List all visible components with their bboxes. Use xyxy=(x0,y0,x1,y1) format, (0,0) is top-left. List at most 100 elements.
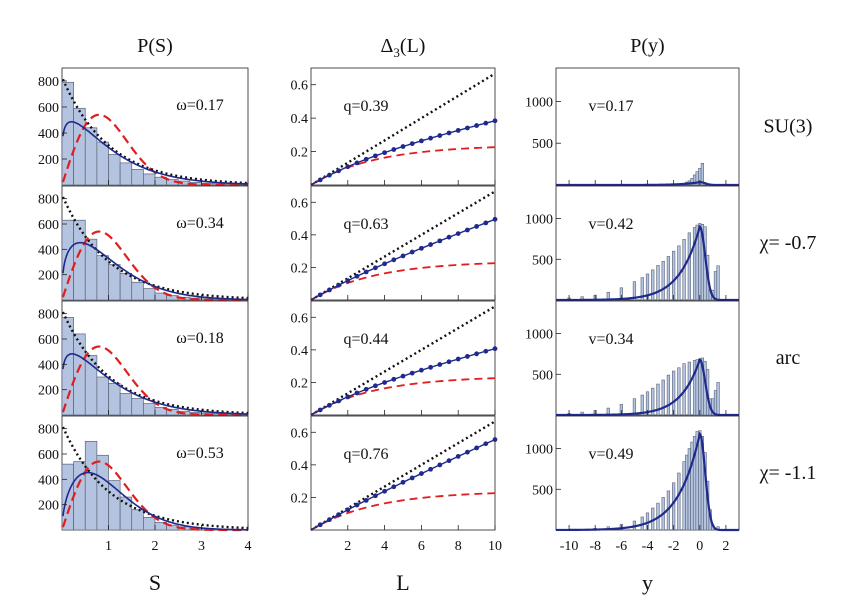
delta-data-point xyxy=(382,488,387,494)
delta-panel: 0.2 0.4 0.6 q=0.39 xyxy=(291,67,498,187)
column-title-subscript: 3 xyxy=(393,45,400,60)
py-histogram-bar xyxy=(687,361,691,416)
delta-panel: 0.2 0.4 0.6 2 4 6 8 10 q=0.76 xyxy=(291,415,502,554)
py-histogram-bar xyxy=(713,271,718,301)
delta-goe-curve xyxy=(310,262,496,301)
delta-y-tick-label: 0.4 xyxy=(291,112,309,127)
delta-data-point xyxy=(474,224,479,229)
delta-goe-curve xyxy=(310,146,496,186)
ps-histogram-bar xyxy=(131,169,144,186)
py-histogram-bar xyxy=(651,269,655,301)
py-y-tick-label: 500 xyxy=(532,368,553,383)
delta-data-point xyxy=(373,383,378,389)
ps-histogram-bar xyxy=(108,154,121,186)
delta-data-point xyxy=(483,220,489,226)
delta-data-point xyxy=(455,356,461,362)
delta-data-point xyxy=(446,359,452,365)
delta-panel: 0.2 0.4 0.6 q=0.63 xyxy=(291,185,498,302)
delta-poisson-line xyxy=(310,305,496,417)
py-fit-curve xyxy=(556,431,739,532)
ps-histogram-bar xyxy=(131,509,144,531)
delta-q-annotation: q=0.63 xyxy=(343,216,388,233)
py-y-tick-label: 1000 xyxy=(525,328,553,343)
ps-y-tick-label: 200 xyxy=(38,499,59,514)
delta-data-point xyxy=(354,273,360,279)
delta-data-point xyxy=(437,133,443,138)
delta-data-point xyxy=(419,471,424,476)
delta-x-tick-label: 6 xyxy=(418,539,425,554)
delta-data-point xyxy=(382,150,387,156)
ps-histogram-bar xyxy=(143,403,156,416)
py-histogram-bar xyxy=(672,482,676,531)
delta-poisson-line xyxy=(310,190,496,302)
py-histogram-bar xyxy=(687,448,691,531)
delta-data-point xyxy=(391,484,397,490)
py-histogram-bar xyxy=(716,265,720,301)
py-histogram-bar xyxy=(666,256,671,301)
delta-data-point xyxy=(465,227,470,233)
py-x-tick-label: -4 xyxy=(642,539,654,554)
ps-histogram-bar xyxy=(143,516,156,531)
ps-y-tick-label: 600 xyxy=(38,101,59,116)
delta-data-point xyxy=(354,160,360,166)
delta-data-point xyxy=(409,141,415,147)
delta-y-tick-label: 0.2 xyxy=(291,146,309,161)
py-histogram-bar xyxy=(661,261,665,301)
py-histogram-bar xyxy=(672,250,676,301)
ps-y-tick-label: 800 xyxy=(38,193,59,208)
delta-data-point xyxy=(437,462,443,468)
py-histogram-bar xyxy=(687,232,691,301)
delta-data-point xyxy=(437,362,443,367)
ps-x-tick-label: 4 xyxy=(245,539,252,554)
py-x-tick-label: -2 xyxy=(668,539,680,554)
py-histogram-bar xyxy=(651,387,655,416)
delta-data-point xyxy=(483,348,489,354)
ps-histogram-bar xyxy=(119,273,133,301)
delta-data-point xyxy=(455,128,461,133)
delta-data-point xyxy=(492,346,498,352)
delta-data-point xyxy=(474,445,479,451)
ps-y-tick-label: 200 xyxy=(38,269,59,284)
ps-y-tick-label: 800 xyxy=(38,75,59,90)
delta-data-point xyxy=(382,380,387,385)
delta-data-point xyxy=(409,475,415,481)
py-histogram-bar xyxy=(666,374,671,416)
delta-data-point xyxy=(492,118,498,124)
delta-y-tick-label: 0.6 xyxy=(291,196,309,211)
ps-histogram-bar xyxy=(119,162,133,186)
ps-y-tick-label: 400 xyxy=(38,243,59,258)
delta-data-point xyxy=(317,177,323,183)
ps-wigner-curve xyxy=(61,230,248,302)
delta-data-point xyxy=(317,407,323,413)
ps-fit-curve xyxy=(62,120,249,185)
ps-poisson-curve xyxy=(61,311,249,415)
py-panel: 500 1000 v=0.34 xyxy=(525,300,740,417)
column-title-tail: (L) xyxy=(400,35,426,57)
delta-data-point xyxy=(483,441,489,447)
delta-data-point xyxy=(373,493,378,499)
py-panel: 500 1000 v=0.42 xyxy=(525,185,740,302)
delta-data-point xyxy=(437,238,443,244)
ps-histogram-bar xyxy=(61,463,74,531)
py-v-annotation: v=0.17 xyxy=(588,98,633,115)
delta-data-point xyxy=(363,156,369,162)
delta-data-point xyxy=(391,257,397,263)
delta-poisson-line xyxy=(310,420,496,532)
py-histogram-bar xyxy=(661,379,665,416)
column-title-main: Δ xyxy=(381,35,394,57)
delta-data-point xyxy=(345,394,351,400)
delta-x-tick-label: 8 xyxy=(455,539,462,554)
ps-histogram-bar xyxy=(131,281,144,301)
delta-data-point xyxy=(419,245,424,251)
delta-data-point xyxy=(354,390,360,396)
x-axis-label: S xyxy=(149,570,161,595)
ps-histogram-bar xyxy=(108,382,121,416)
delta-data-point xyxy=(327,402,332,408)
py-y-tick-label: 500 xyxy=(532,137,553,152)
ps-panel: 200 400 600 800 ω=0.34 xyxy=(38,185,249,302)
delta-y-tick-label: 0.2 xyxy=(291,376,309,391)
panel-grid: 200400600800ω=0.170.20.40.6q=0.395001000… xyxy=(38,67,740,554)
delta-data-point xyxy=(345,278,351,284)
py-y-tick-label: 500 xyxy=(532,253,553,268)
